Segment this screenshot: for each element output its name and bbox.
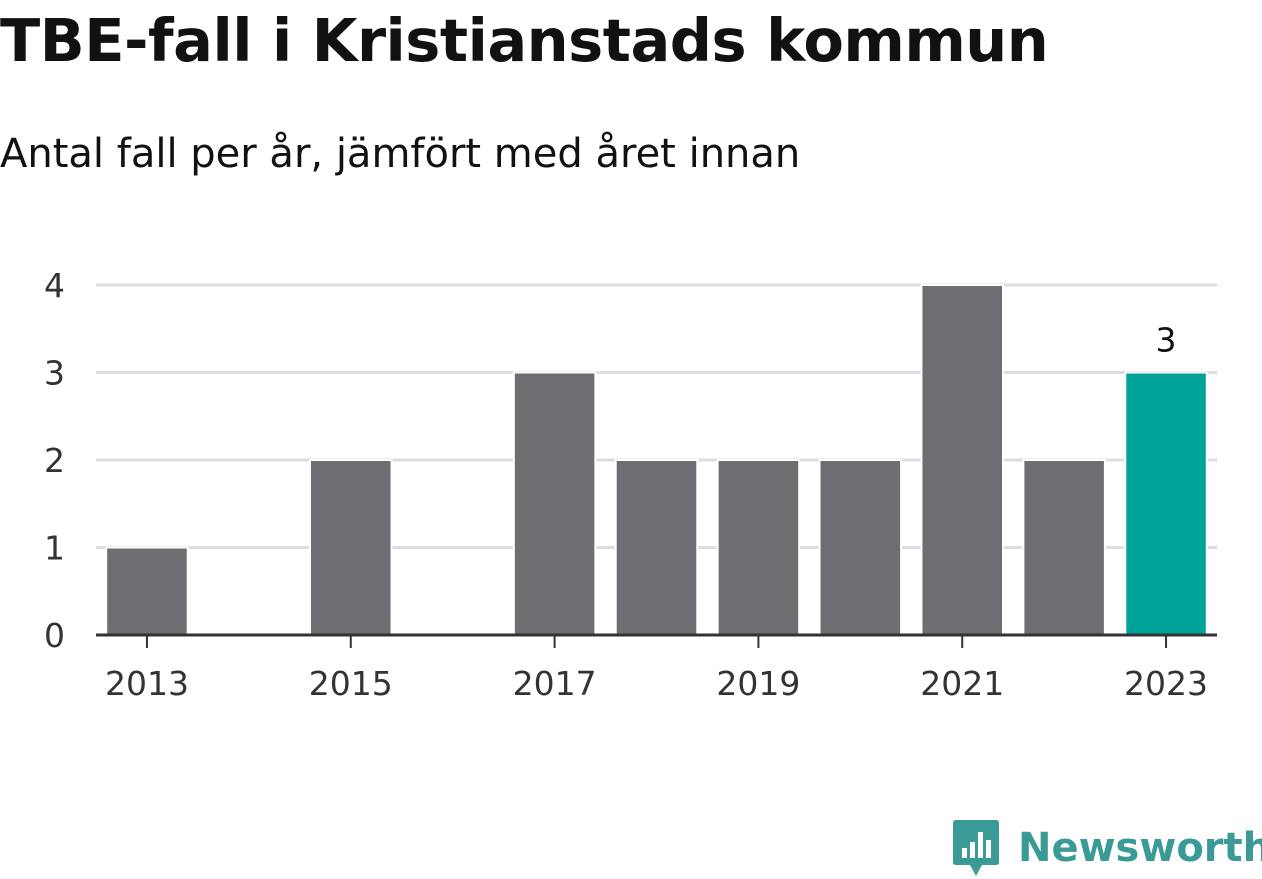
x-tick-label: 2017 — [513, 664, 597, 703]
newsworthy-logo-icon — [953, 820, 999, 876]
y-tick-label: 4 — [44, 266, 65, 305]
y-tick-label: 1 — [44, 529, 65, 568]
bar-2013 — [105, 546, 189, 636]
brand-name: Newsworthy — [1018, 825, 1262, 871]
bar-2022 — [1022, 459, 1106, 636]
chart-title: TBE-fall i Kristianstads kommun — [0, 6, 1049, 75]
y-tick-label: 0 — [44, 616, 65, 655]
bar-2019 — [716, 459, 801, 636]
chart-subtitle: Antal fall per år, jämfört med året inna… — [0, 131, 801, 177]
bar-2023 — [1124, 371, 1208, 636]
bar-2020 — [818, 459, 903, 636]
bar-2017 — [512, 371, 597, 636]
x-tick-label: 2019 — [716, 664, 800, 703]
brand-logo: Newsworthy — [952, 818, 1262, 878]
y-tick-label: 2 — [44, 441, 65, 480]
x-tick-label: 2013 — [105, 664, 189, 703]
bar-2021 — [920, 284, 1004, 636]
bar-2015 — [309, 459, 393, 636]
x-tick-label: 2015 — [309, 664, 393, 703]
x-tick-label: 2023 — [1124, 664, 1208, 703]
y-tick-label: 3 — [44, 354, 65, 393]
value-label: 3 — [1156, 321, 1177, 360]
bar-2018 — [614, 459, 699, 636]
x-tick-label: 2021 — [920, 664, 1004, 703]
